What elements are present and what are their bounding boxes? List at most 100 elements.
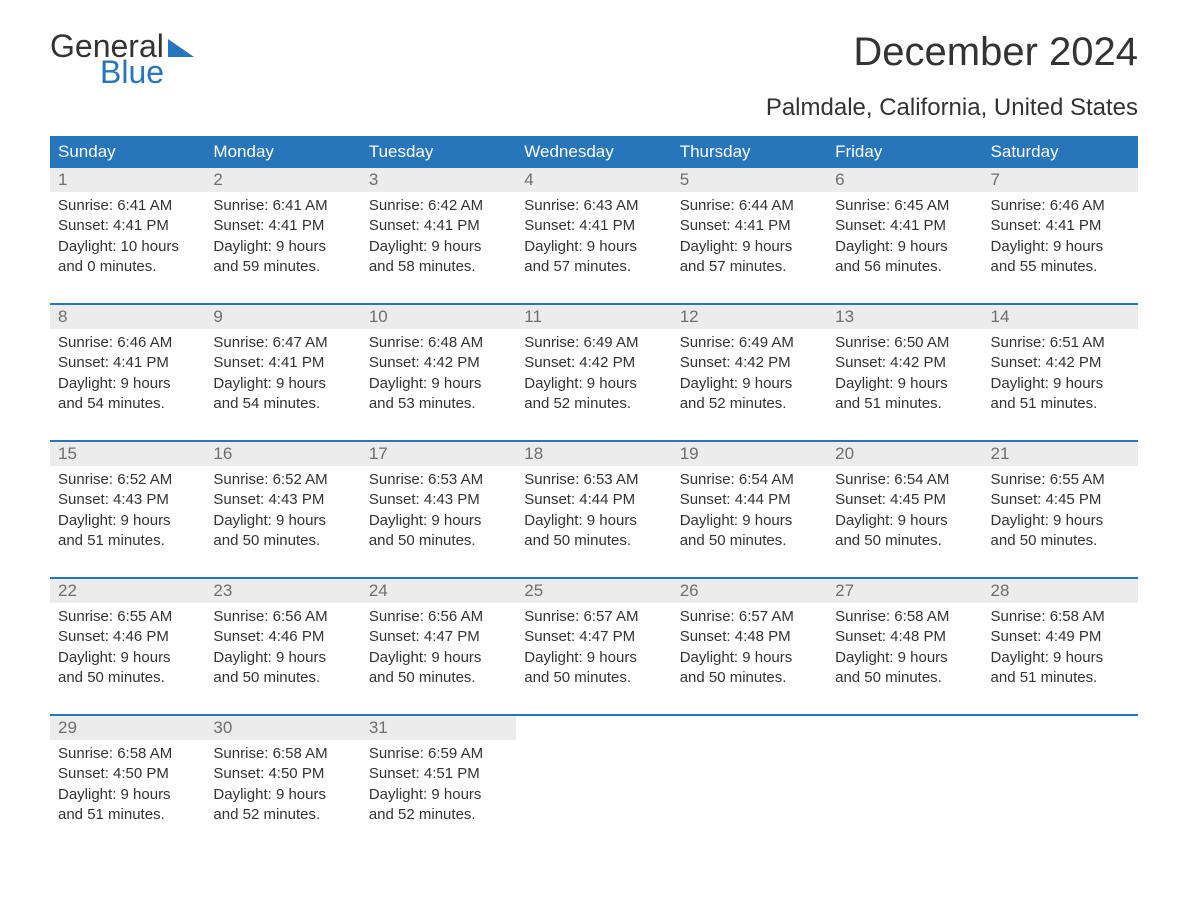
daylight-text: Daylight: 9 hours [213, 785, 352, 805]
day-data-cell: Sunrise: 6:47 AMSunset: 4:41 PMDaylight:… [205, 329, 360, 441]
day-number-cell: 25 [516, 579, 671, 603]
day-number-cell: 23 [205, 579, 360, 603]
daylight-text: and 57 minutes. [680, 257, 819, 277]
day-number-cell: 7 [983, 168, 1138, 192]
daylight-text: and 0 minutes. [58, 257, 197, 277]
sunrise-text: Sunrise: 6:50 AM [835, 333, 974, 353]
daylight-text: and 50 minutes. [835, 531, 974, 551]
day-data-cell: Sunrise: 6:51 AMSunset: 4:42 PMDaylight:… [983, 329, 1138, 441]
sunset-text: Sunset: 4:47 PM [524, 627, 663, 647]
sunset-text: Sunset: 4:41 PM [369, 216, 508, 236]
daylight-text: Daylight: 9 hours [213, 374, 352, 394]
daylight-text: and 51 minutes. [991, 668, 1130, 688]
daylight-text: Daylight: 9 hours [58, 511, 197, 531]
daylight-text: and 54 minutes. [58, 394, 197, 414]
day-data-cell: Sunrise: 6:52 AMSunset: 4:43 PMDaylight:… [50, 466, 205, 578]
daylight-text: Daylight: 10 hours [58, 237, 197, 257]
daylight-text: Daylight: 9 hours [524, 511, 663, 531]
sunrise-text: Sunrise: 6:41 AM [58, 196, 197, 216]
daylight-text: and 50 minutes. [213, 531, 352, 551]
sunrise-text: Sunrise: 6:43 AM [524, 196, 663, 216]
day-data-cell: Sunrise: 6:52 AMSunset: 4:43 PMDaylight:… [205, 466, 360, 578]
sunrise-text: Sunrise: 6:53 AM [369, 470, 508, 490]
day-header: Saturday [983, 136, 1138, 168]
day-number-row: 22232425262728 [50, 579, 1138, 603]
day-data-cell: Sunrise: 6:54 AMSunset: 4:45 PMDaylight:… [827, 466, 982, 578]
daylight-text: Daylight: 9 hours [369, 648, 508, 668]
sunset-text: Sunset: 4:47 PM [369, 627, 508, 647]
daylight-text: Daylight: 9 hours [524, 648, 663, 668]
sunset-text: Sunset: 4:44 PM [680, 490, 819, 510]
daylight-text: Daylight: 9 hours [680, 511, 819, 531]
sunset-text: Sunset: 4:41 PM [835, 216, 974, 236]
daylight-text: Daylight: 9 hours [835, 511, 974, 531]
sunset-text: Sunset: 4:43 PM [369, 490, 508, 510]
day-data-cell: Sunrise: 6:57 AMSunset: 4:48 PMDaylight:… [672, 603, 827, 715]
day-data-cell: Sunrise: 6:53 AMSunset: 4:43 PMDaylight:… [361, 466, 516, 578]
day-data-cell [672, 740, 827, 833]
sunset-text: Sunset: 4:51 PM [369, 764, 508, 784]
sunset-text: Sunset: 4:41 PM [524, 216, 663, 236]
sunset-text: Sunset: 4:48 PM [680, 627, 819, 647]
daylight-text: and 59 minutes. [213, 257, 352, 277]
day-number-cell: 18 [516, 442, 671, 466]
sunrise-text: Sunrise: 6:52 AM [58, 470, 197, 490]
daylight-text: Daylight: 9 hours [524, 237, 663, 257]
day-data-row: Sunrise: 6:41 AMSunset: 4:41 PMDaylight:… [50, 192, 1138, 304]
daylight-text: and 55 minutes. [991, 257, 1130, 277]
day-number-cell: 27 [827, 579, 982, 603]
day-data-cell: Sunrise: 6:49 AMSunset: 4:42 PMDaylight:… [672, 329, 827, 441]
daylight-text: Daylight: 9 hours [524, 374, 663, 394]
daylight-text: and 51 minutes. [58, 805, 197, 825]
sunset-text: Sunset: 4:41 PM [213, 353, 352, 373]
daylight-text: and 52 minutes. [680, 394, 819, 414]
sunset-text: Sunset: 4:50 PM [213, 764, 352, 784]
day-number-cell: 3 [361, 168, 516, 192]
day-number-row: 293031 [50, 716, 1138, 740]
day-header: Wednesday [516, 136, 671, 168]
daylight-text: Daylight: 9 hours [991, 511, 1130, 531]
sunset-text: Sunset: 4:41 PM [58, 353, 197, 373]
day-number-cell: 28 [983, 579, 1138, 603]
sunset-text: Sunset: 4:42 PM [991, 353, 1130, 373]
daylight-text: Daylight: 9 hours [680, 374, 819, 394]
sunset-text: Sunset: 4:45 PM [835, 490, 974, 510]
daylight-text: Daylight: 9 hours [680, 237, 819, 257]
sunset-text: Sunset: 4:50 PM [58, 764, 197, 784]
daylight-text: and 50 minutes. [213, 668, 352, 688]
sunset-text: Sunset: 4:41 PM [58, 216, 197, 236]
sunset-text: Sunset: 4:44 PM [524, 490, 663, 510]
daylight-text: and 58 minutes. [369, 257, 508, 277]
day-data-cell: Sunrise: 6:44 AMSunset: 4:41 PMDaylight:… [672, 192, 827, 304]
header-row: General Blue December 2024 [50, 30, 1138, 88]
daylight-text: Daylight: 9 hours [369, 374, 508, 394]
day-number-cell: 8 [50, 305, 205, 329]
sunset-text: Sunset: 4:41 PM [991, 216, 1130, 236]
day-number-cell: 31 [361, 716, 516, 740]
sunrise-text: Sunrise: 6:56 AM [213, 607, 352, 627]
day-number-cell: 29 [50, 716, 205, 740]
daylight-text: and 52 minutes. [213, 805, 352, 825]
sunrise-text: Sunrise: 6:42 AM [369, 196, 508, 216]
sunset-text: Sunset: 4:41 PM [213, 216, 352, 236]
day-data-cell: Sunrise: 6:53 AMSunset: 4:44 PMDaylight:… [516, 466, 671, 578]
day-number-row: 1234567 [50, 168, 1138, 192]
day-data-cell: Sunrise: 6:55 AMSunset: 4:46 PMDaylight:… [50, 603, 205, 715]
daylight-text: Daylight: 9 hours [369, 511, 508, 531]
sunrise-text: Sunrise: 6:59 AM [369, 744, 508, 764]
daylight-text: and 56 minutes. [835, 257, 974, 277]
daylight-text: Daylight: 9 hours [991, 237, 1130, 257]
daylight-text: Daylight: 9 hours [991, 374, 1130, 394]
sunrise-text: Sunrise: 6:58 AM [991, 607, 1130, 627]
location-subtitle: Palmdale, California, United States [50, 94, 1138, 122]
day-number-cell: 6 [827, 168, 982, 192]
day-number-cell: 15 [50, 442, 205, 466]
day-number-cell [983, 716, 1138, 740]
daylight-text: and 52 minutes. [369, 805, 508, 825]
daylight-text: Daylight: 9 hours [369, 785, 508, 805]
daylight-text: and 50 minutes. [991, 531, 1130, 551]
daylight-text: and 50 minutes. [680, 668, 819, 688]
day-number-cell [672, 716, 827, 740]
daylight-text: Daylight: 9 hours [213, 648, 352, 668]
sunset-text: Sunset: 4:43 PM [213, 490, 352, 510]
